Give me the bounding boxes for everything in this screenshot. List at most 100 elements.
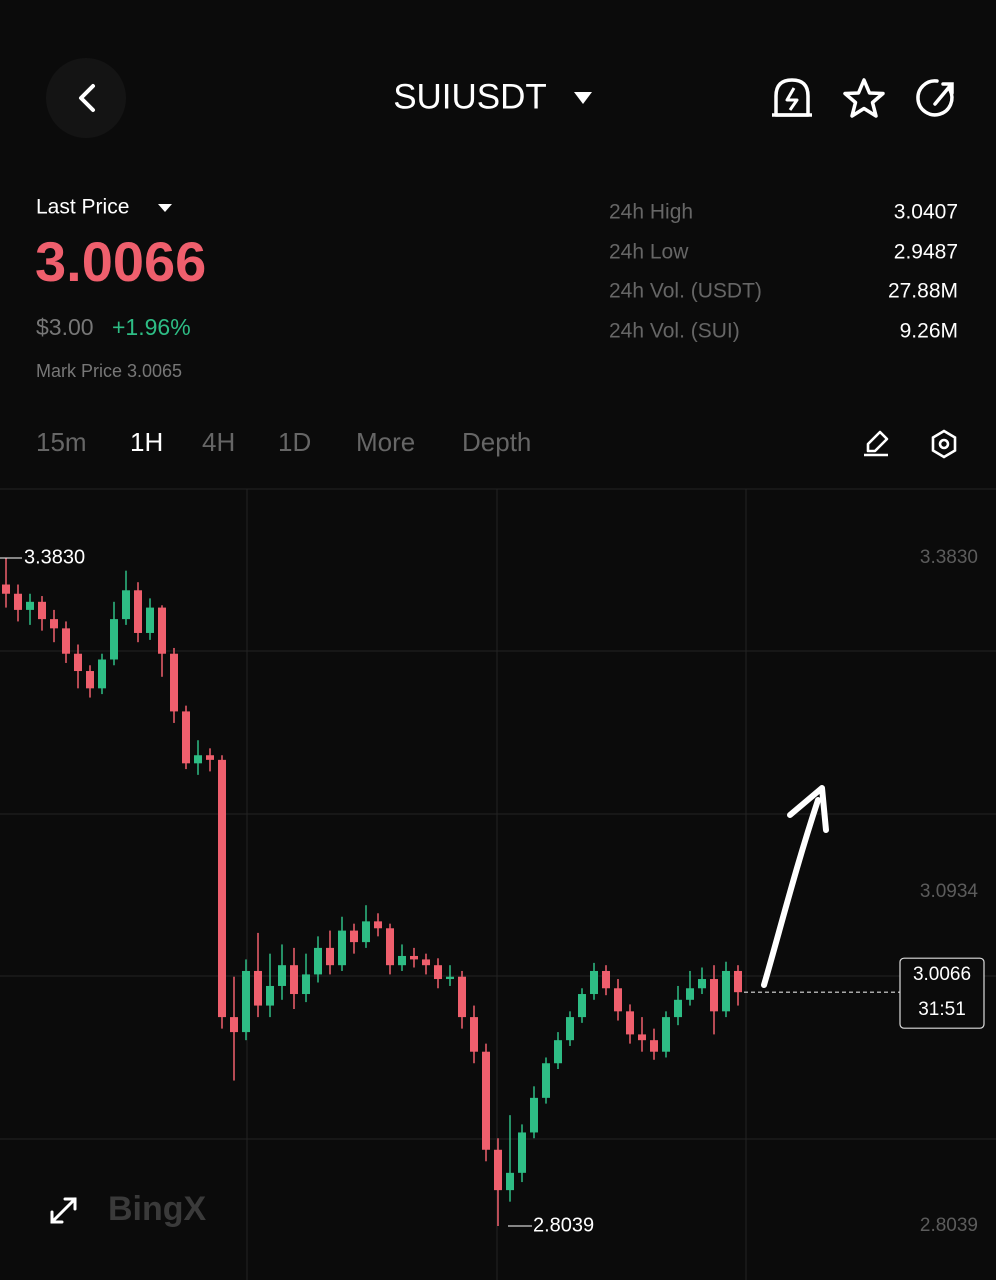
stat-label: 24h Vol. (USDT) — [609, 280, 762, 303]
candle-body — [302, 974, 310, 995]
candle-body — [530, 1097, 538, 1133]
timeframe-tab[interactable]: 4H — [202, 427, 235, 457]
candle-body — [710, 979, 718, 1012]
candle-body — [134, 590, 142, 633]
candle-body — [26, 601, 34, 610]
stat-value: 2.9487 — [894, 241, 958, 264]
candle-body — [206, 755, 214, 760]
stat-value: 3.0407 — [894, 201, 958, 224]
last-price-dropdown[interactable] — [158, 204, 172, 212]
candle-body — [374, 921, 382, 929]
stats: 24h High 3.0407 24h Low 2.9487 24h Vol. (USD… — [609, 201, 958, 343]
price-tag-countdown: 31:51 — [918, 999, 966, 1020]
symbol-dropdown[interactable] — [574, 92, 592, 104]
candle-body — [422, 959, 430, 966]
y-tick-label: 2.8039 — [920, 1215, 978, 1236]
timeframe-tab[interactable]: 1D — [278, 427, 311, 457]
y-tick-label: 3.0934 — [920, 881, 979, 902]
alert-icon[interactable] — [772, 78, 812, 117]
settings-icon[interactable] — [931, 429, 957, 459]
candle-body — [170, 653, 178, 712]
watermark: BingX — [108, 1190, 207, 1228]
price-tag-value: 3.0066 — [913, 964, 971, 985]
high-marker-label: 3.3830 — [24, 546, 85, 568]
candle-body — [614, 988, 622, 1012]
candle-body — [218, 759, 226, 1018]
candle-body — [674, 999, 682, 1018]
symbol[interactable]: SUIUSDT — [393, 77, 547, 116]
candle-body — [14, 593, 22, 610]
draw-icon[interactable] — [864, 430, 889, 457]
candle-body — [542, 1063, 550, 1098]
candle-body — [194, 755, 202, 764]
candle-body — [734, 970, 742, 993]
timeframe-tab[interactable]: 1H — [130, 427, 163, 457]
stat-value: 27.88M — [888, 280, 958, 303]
candle-body — [626, 1011, 634, 1035]
candle-body — [434, 965, 442, 980]
candle-body — [470, 1017, 478, 1052]
candle-body — [182, 711, 190, 764]
timeframe-tabs: 15m 1H 4H 1D More Depth — [36, 427, 531, 457]
candle-body — [290, 965, 298, 995]
candle-body — [386, 928, 394, 966]
candle-body — [506, 1172, 514, 1191]
candle-body — [566, 1017, 574, 1041]
candle-body — [50, 619, 58, 629]
candle-body — [74, 653, 82, 672]
timeframe-tab[interactable]: 15m — [36, 427, 87, 457]
candle-body — [554, 1040, 562, 1064]
mark-price: Mark Price 3.0065 — [36, 361, 182, 381]
candle-body — [398, 955, 406, 966]
annotation-arrow — [761, 797, 821, 988]
candle-body — [230, 1017, 238, 1033]
usd-price: $3.00 — [36, 314, 94, 340]
candle-body — [518, 1132, 526, 1173]
back-button[interactable] — [46, 58, 126, 138]
candle-body — [650, 1040, 658, 1052]
candle-body — [62, 628, 70, 654]
candle-body — [482, 1051, 490, 1150]
candle-body — [86, 671, 94, 689]
back-icon — [79, 84, 95, 112]
candle-body — [494, 1149, 502, 1191]
candle-body — [602, 970, 610, 989]
annotation-arrowhead — [787, 785, 829, 833]
candle-body — [578, 994, 586, 1018]
candle-body — [326, 947, 334, 966]
candle-body — [350, 930, 358, 943]
candle-body — [278, 965, 286, 986]
candle-body — [158, 607, 166, 654]
candle-body — [122, 590, 130, 620]
share-icon[interactable] — [916, 79, 954, 117]
price-change: +1.96% — [112, 314, 191, 340]
fullscreen-icon[interactable] — [50, 1197, 77, 1224]
candle-body — [110, 619, 118, 660]
candle-body — [590, 970, 598, 995]
candle-body — [98, 659, 106, 689]
timeframe-tab[interactable]: Depth — [462, 427, 531, 457]
candle-body — [38, 601, 46, 620]
y-tick-label: 3.3830 — [920, 547, 978, 568]
last-price: 3.0066 — [35, 230, 206, 293]
candle-body — [146, 607, 154, 633]
candle-body — [638, 1034, 646, 1041]
candle-body — [254, 970, 262, 1006]
candle-body — [722, 970, 730, 1012]
stat-label: 24h Low — [609, 241, 689, 264]
price-tag — [899, 957, 985, 1029]
timeframe-tab[interactable]: More — [356, 427, 415, 457]
candle-body — [698, 979, 706, 989]
candle-body — [458, 976, 466, 1018]
candle-body — [410, 955, 418, 960]
stat-value: 9.26M — [900, 320, 958, 343]
candle-body — [266, 985, 274, 1006]
candle-body — [362, 921, 370, 943]
candle-body — [314, 947, 322, 975]
stat-label: 24h Vol. (SUI) — [609, 320, 740, 343]
last-price-label[interactable]: Last Price — [36, 196, 129, 219]
favorite-icon[interactable] — [843, 78, 885, 118]
